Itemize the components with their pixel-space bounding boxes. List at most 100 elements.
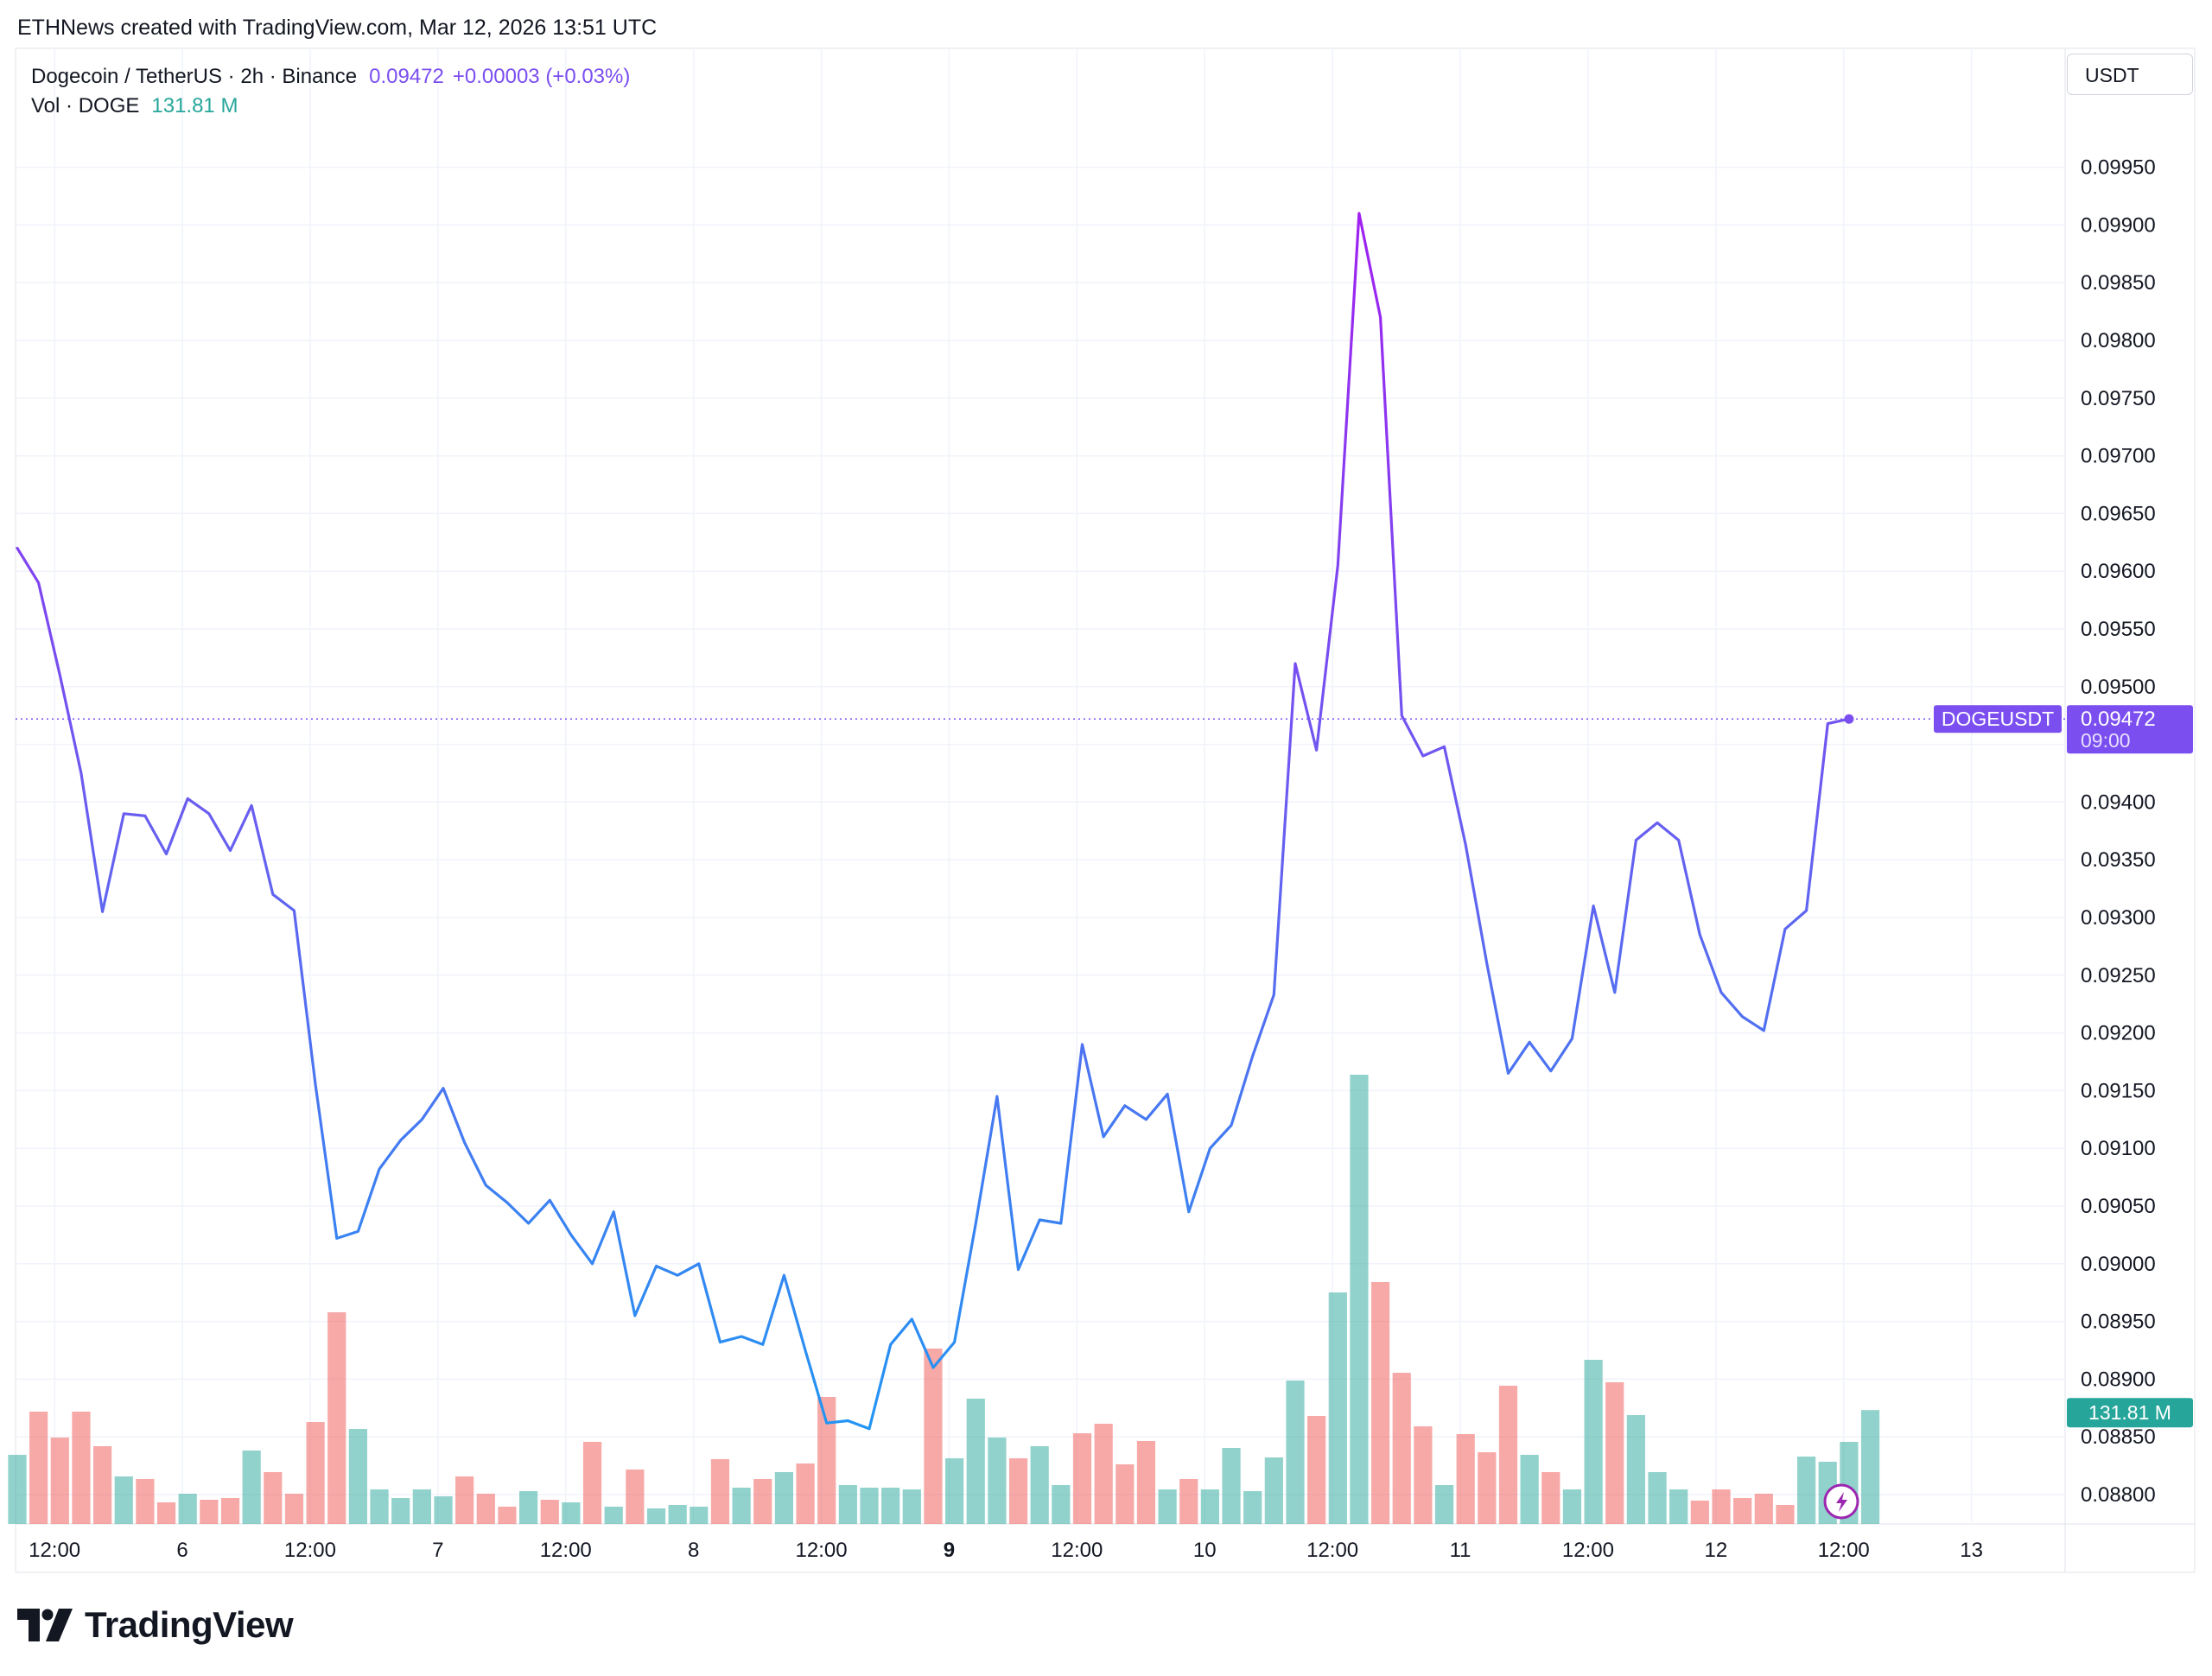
volume-histogram bbox=[8, 1075, 1880, 1524]
price-line-path[interactable] bbox=[16, 212, 1851, 1431]
legend-price: 0.09472 bbox=[369, 65, 444, 88]
volume-bar bbox=[1754, 1494, 1773, 1524]
volume-bar bbox=[1200, 1489, 1219, 1524]
legend-symbol[interactable]: Dogecoin / TetherUS · 2h · Binance bbox=[31, 65, 358, 88]
symbol-tag[interactable] bbox=[1934, 705, 2062, 733]
time-tick-label: 12:00 bbox=[1051, 1539, 1103, 1562]
volume-bar bbox=[1776, 1505, 1795, 1524]
tradingview-logo-icon bbox=[17, 1609, 73, 1641]
lightning-bolt-icon bbox=[1836, 1492, 1847, 1512]
volume-bar bbox=[1350, 1075, 1369, 1524]
volume-bar bbox=[582, 1442, 602, 1524]
volume-bar bbox=[306, 1422, 325, 1524]
volume-bar bbox=[1541, 1472, 1560, 1524]
volume-bar bbox=[178, 1494, 197, 1524]
volume-bar bbox=[690, 1507, 709, 1524]
legend-price-row: Dogecoin / TetherUS · 2h · Binance 0.0947… bbox=[31, 62, 630, 92]
price-tick-label: 0.09350 bbox=[2081, 848, 2156, 872]
price-tick-label: 0.09200 bbox=[2081, 1022, 2156, 1045]
time-tick-label: 12:00 bbox=[1306, 1539, 1358, 1562]
chart-overlays: 131.81 M bbox=[1823, 1398, 2193, 1520]
last-price-dot bbox=[1844, 714, 1854, 724]
volume-bar bbox=[1498, 1386, 1518, 1524]
volume-bar bbox=[924, 1349, 943, 1524]
volume-bar bbox=[668, 1505, 687, 1524]
price-tick-label: 0.09800 bbox=[2081, 329, 2156, 352]
volume-bar bbox=[476, 1494, 495, 1524]
time-tick-label: 7 bbox=[432, 1539, 443, 1562]
price-tick-label: 0.09600 bbox=[2081, 560, 2156, 583]
volume-bar bbox=[1712, 1489, 1731, 1524]
volume-bar bbox=[753, 1479, 772, 1524]
volume-bar bbox=[242, 1451, 261, 1524]
price-axis: 0.08800 0.08850 0.08900 0.08950 0.09000 0.090… bbox=[2081, 156, 2156, 1507]
time-tick-label: 8 bbox=[688, 1539, 699, 1562]
volume-bar bbox=[455, 1476, 474, 1524]
volume-bar bbox=[391, 1498, 410, 1524]
volume-bar bbox=[604, 1507, 623, 1524]
price-tick-label: 0.09100 bbox=[2081, 1137, 2156, 1160]
volume-bar bbox=[562, 1502, 581, 1524]
volume-bar bbox=[1008, 1458, 1028, 1524]
time-tick-label: 6 bbox=[176, 1539, 188, 1562]
price-tick-label: 0.08950 bbox=[2081, 1311, 2156, 1334]
volume-bar bbox=[72, 1412, 91, 1524]
volume-bar bbox=[540, 1500, 559, 1524]
volume-bar bbox=[412, 1489, 431, 1524]
volume-bar bbox=[1222, 1448, 1241, 1524]
volume-tag bbox=[2067, 1398, 2193, 1428]
price-tick-label: 0.09500 bbox=[2081, 676, 2156, 699]
legend-change: +0.00003 (+0.03%) bbox=[452, 65, 631, 88]
volume-bar bbox=[200, 1500, 219, 1524]
volume-bar bbox=[1052, 1485, 1071, 1524]
volume-tag-value: 131.81 M bbox=[2088, 1401, 2171, 1424]
volume-bar bbox=[1094, 1424, 1113, 1524]
volume-bar bbox=[114, 1476, 133, 1524]
volume-bar bbox=[1520, 1455, 1539, 1524]
tradingview-logo[interactable]: TradingView bbox=[17, 1603, 294, 1647]
volume-bar bbox=[1414, 1426, 1433, 1524]
volume-bar bbox=[796, 1463, 815, 1524]
volume-bar bbox=[498, 1507, 517, 1524]
volume-bar bbox=[1648, 1472, 1667, 1524]
volume-bar bbox=[1136, 1441, 1156, 1524]
price-line-series bbox=[16, 212, 1851, 1431]
price-tick-label: 0.09050 bbox=[2081, 1195, 2156, 1218]
volume-bar bbox=[348, 1429, 367, 1524]
volume-bar bbox=[136, 1479, 155, 1524]
volume-bar bbox=[1584, 1360, 1603, 1524]
volume-bar bbox=[732, 1488, 751, 1524]
volume-bar bbox=[1179, 1479, 1198, 1524]
time-tick-label: 12 bbox=[1704, 1539, 1727, 1562]
currency-unit-button[interactable]: USDT bbox=[2067, 54, 2193, 95]
price-tick-label: 0.09850 bbox=[2081, 271, 2156, 295]
price-tick-label: 0.09150 bbox=[2081, 1079, 2156, 1102]
volume-bar bbox=[881, 1488, 900, 1524]
volume-bar bbox=[1797, 1457, 1816, 1524]
volume-bar bbox=[1307, 1416, 1326, 1524]
volume-bar bbox=[29, 1412, 48, 1524]
volume-bar bbox=[710, 1459, 730, 1524]
price-tag-countdown: 09:00 bbox=[2081, 729, 2131, 752]
price-tick-label: 0.09000 bbox=[2081, 1253, 2156, 1276]
volume-bar bbox=[1733, 1498, 1752, 1524]
volume-bar bbox=[774, 1472, 793, 1524]
time-tick-label: 12:00 bbox=[1818, 1539, 1870, 1562]
volume-bar bbox=[1030, 1446, 1049, 1524]
volume-bar bbox=[50, 1438, 69, 1524]
volume-bar bbox=[1456, 1434, 1475, 1524]
symbol-tag-label: DOGEUSDT bbox=[1942, 708, 2054, 730]
volume-bar bbox=[220, 1498, 240, 1524]
legend-volume-label[interactable]: Vol · DOGE bbox=[31, 94, 140, 117]
price-tick-label: 0.09950 bbox=[2081, 156, 2156, 180]
volume-bar bbox=[1264, 1457, 1283, 1524]
volume-bar bbox=[519, 1491, 538, 1524]
time-tick-label: 12:00 bbox=[284, 1539, 336, 1562]
price-tag-value: 0.09472 bbox=[2081, 708, 2156, 731]
volume-bar bbox=[1605, 1382, 1624, 1524]
price-tick-label: 0.09300 bbox=[2081, 906, 2156, 930]
volume-bar bbox=[1116, 1464, 1135, 1524]
time-tick-label: 12:00 bbox=[1562, 1539, 1614, 1562]
